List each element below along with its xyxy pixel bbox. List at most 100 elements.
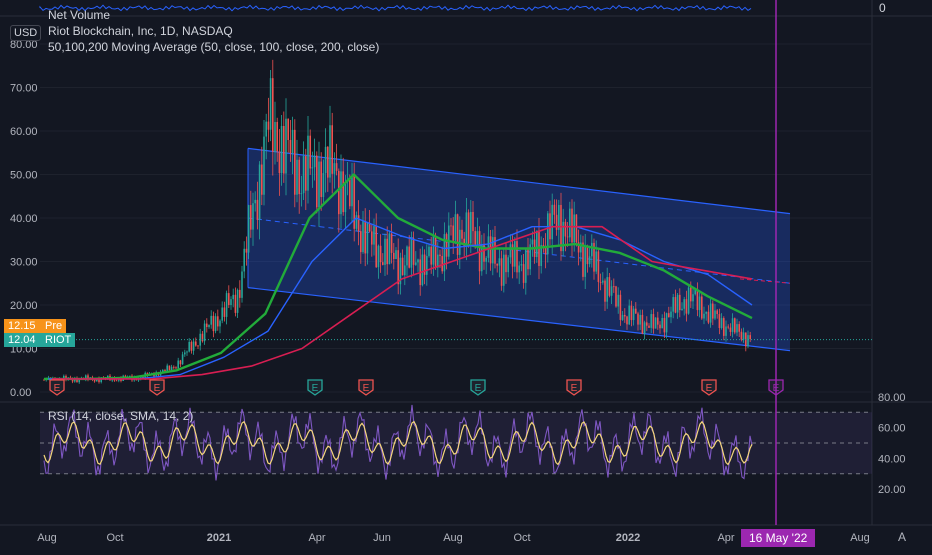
candle-body (177, 360, 179, 369)
candle-body (441, 256, 443, 272)
candle-body (531, 239, 534, 245)
candle-body (190, 341, 193, 351)
candle-body (166, 365, 168, 372)
candle-body (646, 322, 648, 326)
candle-body (393, 252, 395, 260)
candle-body (597, 251, 600, 282)
earnings-marker-label: E (363, 383, 370, 394)
candle-body (467, 212, 470, 244)
candle-body (703, 313, 705, 319)
riot-name-tag: RIOT (41, 333, 76, 347)
currency-label[interactable]: USD (10, 25, 42, 41)
candle-body (225, 293, 228, 317)
candle-body (470, 211, 472, 244)
price-axis-tick: 70.00 (10, 83, 38, 95)
candle-body (320, 161, 322, 197)
earnings-marker (701, 379, 717, 396)
candle-body (366, 222, 369, 254)
candle-body (560, 204, 562, 252)
candle-body (184, 352, 186, 355)
candle-body (595, 251, 597, 272)
pre-name: Pre (45, 320, 63, 332)
candle-body (584, 246, 586, 277)
candle-body (382, 262, 384, 265)
pre-name-tag: Pre (41, 319, 67, 333)
auto-scale-button[interactable]: A (898, 530, 907, 544)
candle-body (85, 375, 87, 380)
candle-body (698, 296, 701, 311)
candle-body (210, 315, 212, 325)
candle-body (335, 163, 338, 171)
candle-body (243, 248, 245, 272)
candle-body (514, 241, 516, 267)
candle-body (274, 121, 276, 152)
candle-body (188, 341, 190, 352)
candle-body (254, 199, 256, 204)
candle-body (234, 294, 237, 313)
moving-average-legend[interactable]: 50,100,200 Moving Average (50, close, 10… (48, 40, 380, 54)
time-axis-tick: Apr (308, 532, 325, 544)
candle-body (505, 254, 507, 273)
candle-body (674, 297, 677, 313)
price-axis-tick: 0.00 (10, 387, 31, 399)
candle-body (353, 176, 355, 229)
candle-body (399, 257, 402, 285)
price-axis-tick: 40.00 (10, 213, 38, 225)
candle-body (294, 129, 296, 195)
candle-body (742, 332, 745, 340)
candle-body (377, 245, 380, 268)
candle-body (681, 308, 683, 311)
riot-name: RIOT (45, 334, 72, 346)
candle-body (168, 365, 171, 371)
candle-body (619, 294, 622, 320)
candle-body (668, 313, 670, 318)
candle-body (186, 351, 188, 353)
rsi-label[interactable]: RSI (14, close, SMA, 14, 2) (48, 409, 194, 423)
candle-body (569, 208, 571, 238)
candle-body (344, 181, 347, 213)
candle-body (621, 314, 624, 320)
candle-body (650, 314, 652, 328)
candle-body (654, 317, 657, 329)
candle-body (571, 208, 573, 243)
candle-body (115, 380, 118, 382)
candle-body (195, 341, 197, 346)
candle-body (652, 314, 655, 329)
candle-body (181, 354, 184, 365)
candle-body (212, 315, 215, 332)
candle-body (397, 250, 399, 285)
candle-body (465, 212, 468, 246)
rsi-axis-tick: 80.00 (878, 392, 906, 404)
candle-body (236, 289, 239, 313)
candle-body (298, 159, 300, 195)
moving-average-ma200 (52, 225, 753, 380)
candle-body (384, 238, 386, 265)
symbol-title[interactable]: Riot Blockchain, Inc, 1D, NASDAQ (48, 24, 233, 38)
candle-body (357, 215, 360, 232)
candle-body (632, 308, 635, 321)
candle-body (316, 155, 318, 208)
candle-body (421, 254, 424, 286)
candle-body (696, 290, 699, 311)
candle-body (289, 140, 292, 154)
candle-body (360, 231, 362, 253)
candle-body (371, 231, 373, 245)
candle-body (162, 370, 164, 372)
moving-average-ma100 (48, 217, 753, 380)
candle-body (250, 205, 252, 230)
candle-body (516, 241, 518, 273)
candle-body (659, 324, 661, 329)
candle-body (551, 204, 553, 240)
candle-body (197, 345, 199, 347)
rsi-ma-line (43, 420, 753, 466)
candle-body (575, 214, 578, 243)
candle-body (709, 303, 712, 323)
candle-body (87, 375, 89, 380)
candle-body (558, 204, 560, 230)
candle-body (630, 305, 633, 321)
candle-body (217, 316, 219, 327)
candle-body (287, 118, 289, 141)
candle-body (591, 242, 593, 257)
